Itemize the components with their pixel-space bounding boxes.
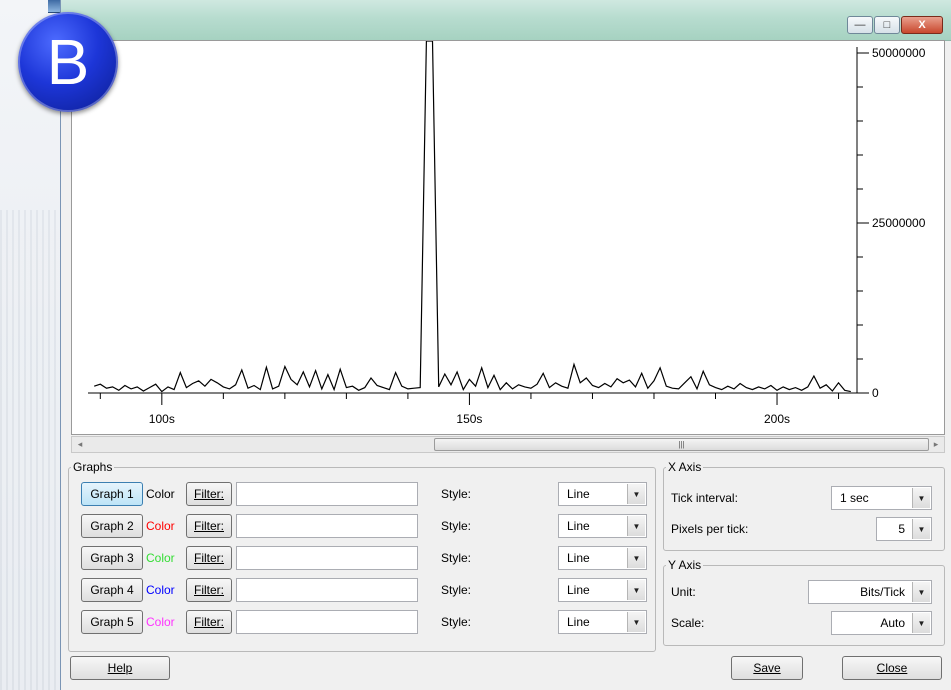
graph-4-style-select[interactable]: Line ▼	[558, 578, 647, 602]
tick-interval-value: 1 sec	[840, 491, 869, 505]
x-tick-label: 100s	[149, 412, 175, 426]
io-graph-chart: 100s 150s 200s 50000000 25000000 0	[88, 41, 926, 426]
graph-2-filter-button[interactable]: Filter:	[186, 514, 232, 538]
graph-5-color-label[interactable]: Color	[146, 615, 175, 629]
x-axis-group: X Axis	[663, 460, 945, 551]
graph-1-color-label[interactable]: Color	[146, 487, 175, 501]
graph-1-filter-button[interactable]: Filter:	[186, 482, 232, 506]
graph-1-button[interactable]: Graph 1	[81, 482, 143, 506]
graph-2-color-label[interactable]: Color	[146, 519, 175, 533]
graph-3-filter-input[interactable]	[236, 546, 418, 570]
graph-4-button[interactable]: Graph 4	[81, 578, 143, 602]
graph-3-button[interactable]: Graph 3	[81, 546, 143, 570]
graph-2-filter-label: Filter:	[194, 519, 224, 533]
graph-1-style-value: Line	[567, 487, 590, 501]
help-button[interactable]: Help	[70, 656, 170, 680]
graph-2-style-label: Style:	[441, 519, 472, 533]
chevron-down-icon[interactable]: ▼	[912, 613, 930, 633]
scale-label: Scale:	[671, 616, 705, 630]
horizontal-scrollbar[interactable]: ◂ ||| ▸	[71, 436, 945, 453]
close-window-button[interactable]: X	[901, 16, 943, 34]
graph-5-filter-label: Filter:	[194, 615, 224, 629]
caption-buttons: — □ X	[846, 16, 943, 34]
graphs-group-label: Graphs	[73, 460, 113, 474]
title-bar[interactable]: — □ X	[61, 0, 951, 41]
x-tick-label: 200s	[764, 412, 790, 426]
graph-4-filter-label: Filter:	[194, 583, 224, 597]
annotation-badge: B	[18, 12, 118, 112]
tick-interval-label: Tick interval:	[671, 491, 738, 505]
graph-5-filter-button[interactable]: Filter:	[186, 610, 232, 634]
graph-5-filter-input[interactable]	[236, 610, 418, 634]
graph-1-filter-input[interactable]	[236, 482, 418, 506]
maximize-button[interactable]: □	[874, 16, 900, 34]
graph-1-style-label: Style:	[441, 487, 472, 501]
graph-2-button[interactable]: Graph 2	[81, 514, 143, 538]
chevron-down-icon[interactable]: ▼	[627, 612, 645, 632]
scale-select[interactable]: Auto ▼	[831, 611, 932, 635]
scrollbar-thumb[interactable]: |||	[434, 438, 929, 451]
chevron-down-icon[interactable]: ▼	[912, 582, 930, 602]
pixels-per-tick-value: 5	[898, 522, 905, 536]
y-axis-group-label: Y Axis	[668, 558, 702, 572]
desktop-background-pattern	[0, 210, 70, 690]
scale-value: Auto	[880, 616, 905, 630]
tick-interval-select[interactable]: 1 sec ▼	[831, 486, 932, 510]
chevron-down-icon[interactable]: ▼	[627, 516, 645, 536]
unit-label: Unit:	[671, 585, 696, 599]
chevron-down-icon[interactable]: ▼	[912, 519, 930, 539]
y-axis-group: Y Axis	[663, 558, 945, 646]
graph-3-style-select[interactable]: Line ▼	[558, 546, 647, 570]
graph-4-style-label: Style:	[441, 583, 472, 597]
chevron-down-icon[interactable]: ▼	[912, 488, 930, 508]
graph-4-color-label[interactable]: Color	[146, 583, 175, 597]
graph-5-style-label: Style:	[441, 615, 472, 629]
chevron-down-icon[interactable]: ▼	[627, 580, 645, 600]
graph-4-style-value: Line	[567, 583, 590, 597]
pixels-per-tick-label: Pixels per tick:	[671, 522, 749, 536]
unit-select[interactable]: Bits/Tick ▼	[808, 580, 932, 604]
graph-3-style-label: Style:	[441, 551, 472, 565]
graphs-group: Graphs	[68, 460, 656, 652]
y-tick-label: 0	[872, 386, 879, 400]
close-button[interactable]: Close	[842, 656, 942, 680]
graph-3-color-label[interactable]: Color	[146, 551, 175, 565]
scroll-right-arrow-icon[interactable]: ▸	[933, 439, 939, 449]
graph-5-style-select[interactable]: Line ▼	[558, 610, 647, 634]
y-tick-label: 25000000	[872, 216, 926, 230]
graph-plot-area[interactable]: 100s 150s 200s 50000000 25000000 0	[71, 40, 945, 435]
series-line	[94, 41, 851, 393]
pixels-per-tick-select[interactable]: 5 ▼	[876, 517, 932, 541]
scroll-left-arrow-icon[interactable]: ◂	[77, 439, 83, 449]
graph-2-filter-input[interactable]	[236, 514, 418, 538]
graph-2-style-value: Line	[567, 519, 590, 533]
save-button[interactable]: Save	[731, 656, 803, 680]
graph-3-filter-label: Filter:	[194, 551, 224, 565]
unit-value: Bits/Tick	[860, 585, 905, 599]
io-graph-window: — □ X 100s 150s 200s 50000000 25000000 0 ◂ ||…	[60, 0, 951, 690]
y-tick-label: 50000000	[872, 46, 926, 60]
help-button-label: Help	[107, 661, 133, 675]
graph-1-filter-label: Filter:	[194, 487, 224, 501]
x-tick-label: 150s	[456, 412, 482, 426]
graph-2-style-select[interactable]: Line ▼	[558, 514, 647, 538]
graph-5-style-value: Line	[567, 615, 590, 629]
x-axis-group-label: X Axis	[668, 460, 702, 474]
graph-4-filter-input[interactable]	[236, 578, 418, 602]
graph-3-filter-button[interactable]: Filter:	[186, 546, 232, 570]
graph-4-filter-button[interactable]: Filter:	[186, 578, 232, 602]
save-button-label: Save	[753, 661, 781, 675]
chevron-down-icon[interactable]: ▼	[627, 484, 645, 504]
minimize-button[interactable]: —	[847, 16, 873, 34]
chevron-down-icon[interactable]: ▼	[627, 548, 645, 568]
graph-5-button[interactable]: Graph 5	[81, 610, 143, 634]
graph-3-style-value: Line	[567, 551, 590, 565]
graph-1-style-select[interactable]: Line ▼	[558, 482, 647, 506]
grip-icon: |||	[678, 440, 685, 449]
close-button-label: Close	[876, 661, 908, 675]
